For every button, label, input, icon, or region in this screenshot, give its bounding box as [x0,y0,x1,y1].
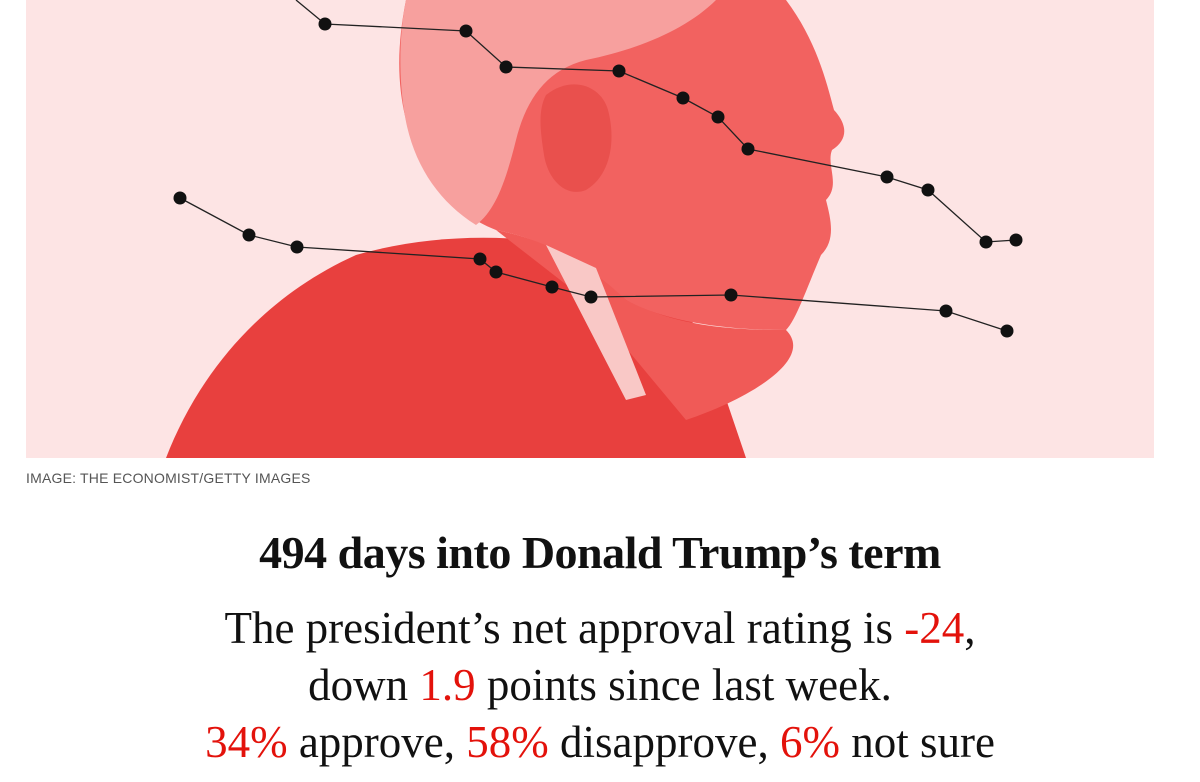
disapprove-percent: 58% [466,717,549,767]
not-sure-percent: 6% [779,717,840,767]
approval-summary: The president’s net approval rating is -… [0,600,1200,771]
trump-portrait-illustration [166,0,1023,458]
collar-shape [546,245,646,400]
summary-punctuation: , [964,603,976,653]
hair-shape [400,0,716,225]
summary-line-1: The president’s net approval rating is -… [0,600,1200,657]
upper-trend-line [295,0,1023,249]
summary-text: points since last week. [475,660,892,710]
summary-text: The president’s net approval rating is [224,603,905,653]
summary-text: down [308,660,420,710]
net-approval-value: -24 [904,603,965,653]
summary-line-3: 34% approve, 58% disapprove, 6% not sure [0,714,1200,771]
headline: 494 days into Donald Trump’s term [259,527,941,578]
approve-label: approve, [287,717,467,767]
ear-shape [540,84,612,192]
approve-percent: 34% [205,717,288,767]
disapprove-label: disapprove, [548,717,780,767]
lower-trend-line [173,191,1014,338]
weekly-change-value: 1.9 [419,660,476,710]
summary-line-2: down 1.9 points since last week. [0,657,1200,714]
image-caption: IMAGE: THE ECONOMIST/GETTY IMAGES [26,470,311,486]
not-sure-label: not sure [839,717,995,767]
hero-image [26,0,1154,458]
